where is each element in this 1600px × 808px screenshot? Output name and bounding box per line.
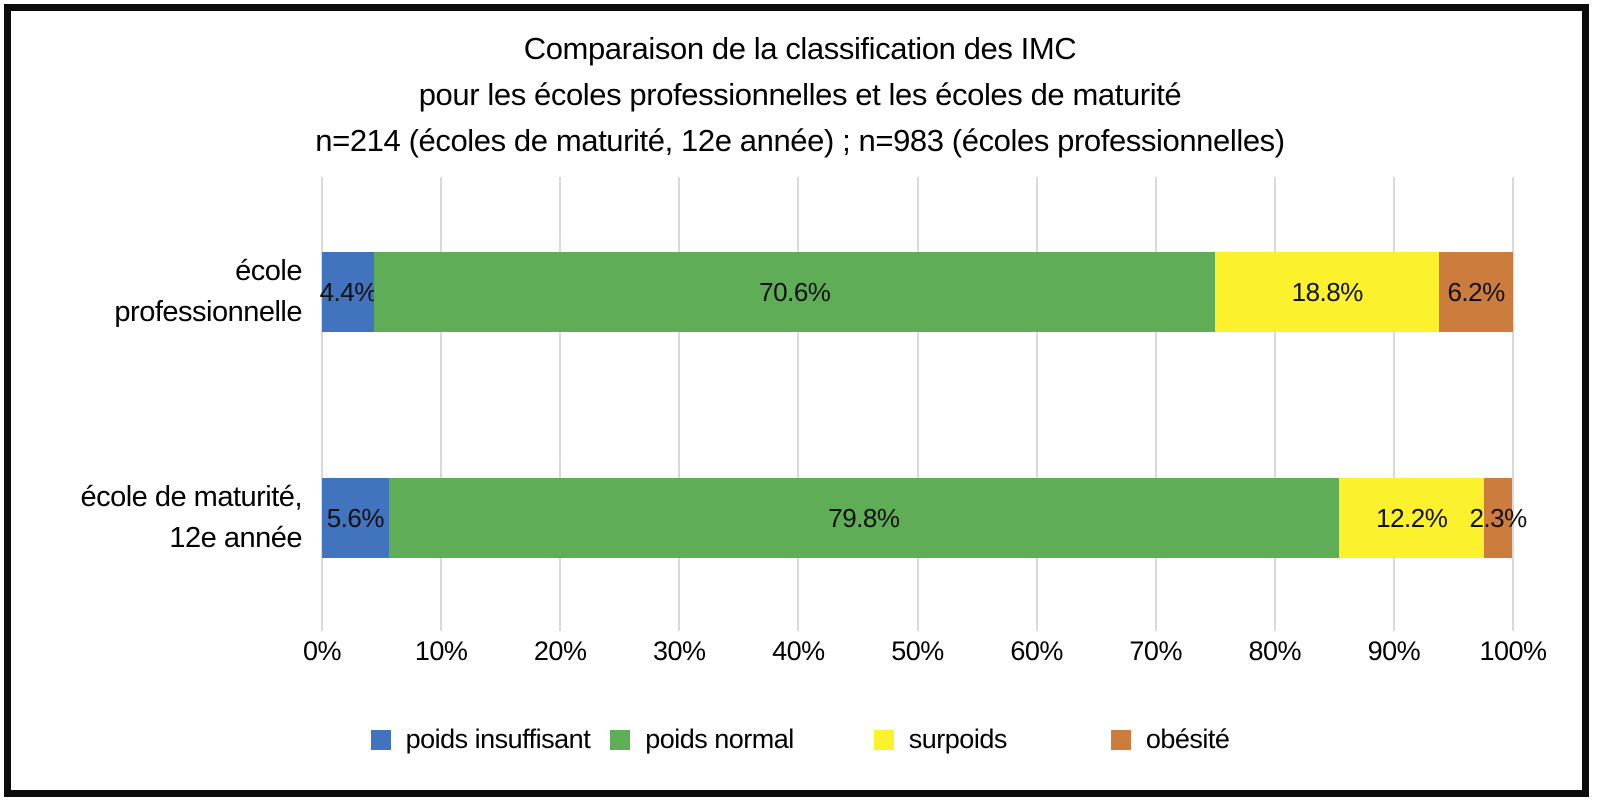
bar-0-segment-surpoids: 18.8% <box>1215 252 1440 332</box>
x-axis-tick-0%: 0% <box>302 636 342 666</box>
bar-1-segment-obesite: 2.3% <box>1469 478 1527 558</box>
x-axis-tick-70%: 70% <box>1129 636 1182 666</box>
legend-label: poids normal <box>645 724 794 754</box>
gridline-0% <box>321 177 323 631</box>
x-axis-tick-10%: 10% <box>414 636 468 666</box>
legend-item-poids-insuffisant: poids insuffisant <box>370 724 591 755</box>
x-axis-tick-100%: 100% <box>1479 636 1547 666</box>
x-axis-tick-80%: 80% <box>1248 636 1302 666</box>
legend-item-obesite: obésité <box>1110 724 1230 755</box>
gridline-40% <box>797 177 800 631</box>
legend-swatch-poids-insuffisant <box>370 729 391 750</box>
x-axis-tick-50%: 50% <box>891 636 944 666</box>
legend-item-poids-normal: poids normal <box>610 724 794 755</box>
x-axis-tick-30%: 30% <box>653 636 706 666</box>
data-label: 5.6% <box>326 502 385 533</box>
x-axis-tick-40%: 40% <box>772 636 825 666</box>
data-label: 12.2% <box>1376 502 1448 533</box>
gridline-60% <box>1035 177 1038 631</box>
gridline-30% <box>678 177 681 631</box>
legend-label: surpoids <box>908 724 1008 754</box>
data-label: 18.8% <box>1291 276 1364 307</box>
gridline-20% <box>559 177 562 631</box>
chart-title: Comparaison de la classification des IMC… <box>0 26 1600 164</box>
bar-0-segment-poids-normal: 70.6% <box>374 252 1216 332</box>
data-label: 79.8% <box>828 502 900 533</box>
legend-label: poids insuffisant <box>405 724 591 754</box>
bar-1-segment-poids-insuffisant: 5.6% <box>322 478 389 558</box>
gridline-10% <box>440 177 443 631</box>
legend-swatch-obesite <box>1110 729 1131 750</box>
x-axis-tick-60%: 60% <box>1010 636 1063 666</box>
bar-1-segment-poids-normal: 79.8% <box>388 478 1340 558</box>
gridline-100% <box>1512 177 1514 631</box>
chart-title-line1: Comparaison de la classification des IMC <box>523 31 1077 66</box>
data-label: 2.3% <box>1469 502 1527 533</box>
x-axis-tick-90%: 90% <box>1367 636 1421 666</box>
x-axis-tick-20%: 20% <box>533 636 587 666</box>
gridline-50% <box>916 177 919 631</box>
legend-label: obésité <box>1145 724 1230 754</box>
legend: poids insuffisant poids normal surpoids obé… <box>0 724 1600 755</box>
chart-title-line3: n=214 (écoles de maturité, 12e année) ; … <box>315 123 1285 158</box>
data-label: 4.4% <box>319 276 378 307</box>
category-label-ecole-maturite: école de maturité, 12e année <box>80 481 302 554</box>
gridline-70% <box>1154 177 1157 631</box>
bar-1-segment-surpoids: 12.2% <box>1339 478 1485 558</box>
legend-swatch-poids-normal <box>610 729 631 750</box>
gridline-90% <box>1392 177 1395 631</box>
legend-swatch-surpoids <box>873 729 894 750</box>
bar-0-segment-poids-insuffisant: 4.4% <box>319 252 378 332</box>
chart-title-line2: pour les écoles professionnelles et les … <box>418 77 1182 112</box>
data-label: 70.6% <box>759 276 831 307</box>
gridline-80% <box>1273 177 1276 631</box>
data-label: 6.2% <box>1447 276 1505 307</box>
category-label-ecole-professionnelle: école professionnelle <box>114 255 302 328</box>
bar-0-segment-obesite: 6.2% <box>1439 252 1513 332</box>
legend-item-surpoids: surpoids <box>873 724 1008 755</box>
